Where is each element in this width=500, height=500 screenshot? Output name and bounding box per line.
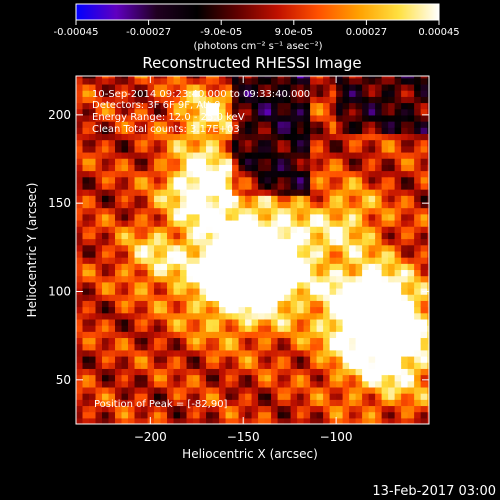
colorbar-ticks: -0.00045 -0.00027 -9.0e-05 9.0e-05 0.00027 0.…: [54, 20, 460, 38]
colorbar-tick-label: 9.0e-05: [275, 27, 313, 38]
x-axis-tick-label: −200: [134, 430, 167, 444]
y-axis-tick-label: 100: [48, 285, 71, 299]
colorbar-gradient: [76, 4, 439, 20]
annotation-detectors: Detectors: 3F 6F 9F, Att 0: [92, 100, 220, 111]
colorbar: -0.00045 -0.00027 -9.0e-05 9.0e-05 0.00027 0.…: [54, 3, 460, 52]
y-axis-tick-label: 50: [56, 373, 71, 387]
colorbar-tick-label: -9.0e-05: [200, 27, 242, 38]
footer-timestamp: 13-Feb-2017 03:00: [372, 484, 496, 499]
y-axis-label: Heliocentric Y (arcsec): [25, 183, 39, 318]
image-title: Reconstructed RHESSI Image: [142, 54, 361, 72]
image-plot: −200 −150 −100 50 100 150 200 10-Sep-2014 09:…: [48, 75, 430, 444]
colorbar-tick-label: -0.00045: [54, 27, 99, 38]
annotation-clean-counts: Clean Total counts: 3.17E+03: [92, 124, 240, 135]
x-axis-tick-label: −150: [227, 430, 260, 444]
x-axis-ticks: −200 −150 −100: [134, 76, 353, 444]
colorbar-tick-label: 0.00045: [418, 27, 459, 38]
image-heatmap: [76, 76, 429, 424]
colorbar-frame: [75, 3, 440, 21]
plot-frame: [75, 75, 430, 425]
annotation-peak-position: Position of Peak = [-82,90]: [94, 399, 228, 410]
colorbar-tick-label: 0.00027: [346, 27, 387, 38]
annotation-time-range: 10-Sep-2014 09:23:40.000 to 09:33:40.000: [92, 89, 310, 100]
y-axis-tick-label: 200: [48, 108, 71, 122]
y-axis-tick-label: 150: [48, 196, 71, 210]
colorbar-unit-label: (photons cm⁻² s⁻¹ asec⁻²): [193, 41, 322, 52]
x-axis-tick-label: −100: [320, 430, 353, 444]
x-axis-label: Heliocentric X (arcsec): [182, 447, 318, 461]
y-axis-ticks: 50 100 150 200: [48, 108, 429, 387]
annotation-energy-range: Energy Range: 12.0 - 25.0 keV: [92, 112, 245, 123]
colorbar-tick-label: -0.00027: [126, 27, 171, 38]
